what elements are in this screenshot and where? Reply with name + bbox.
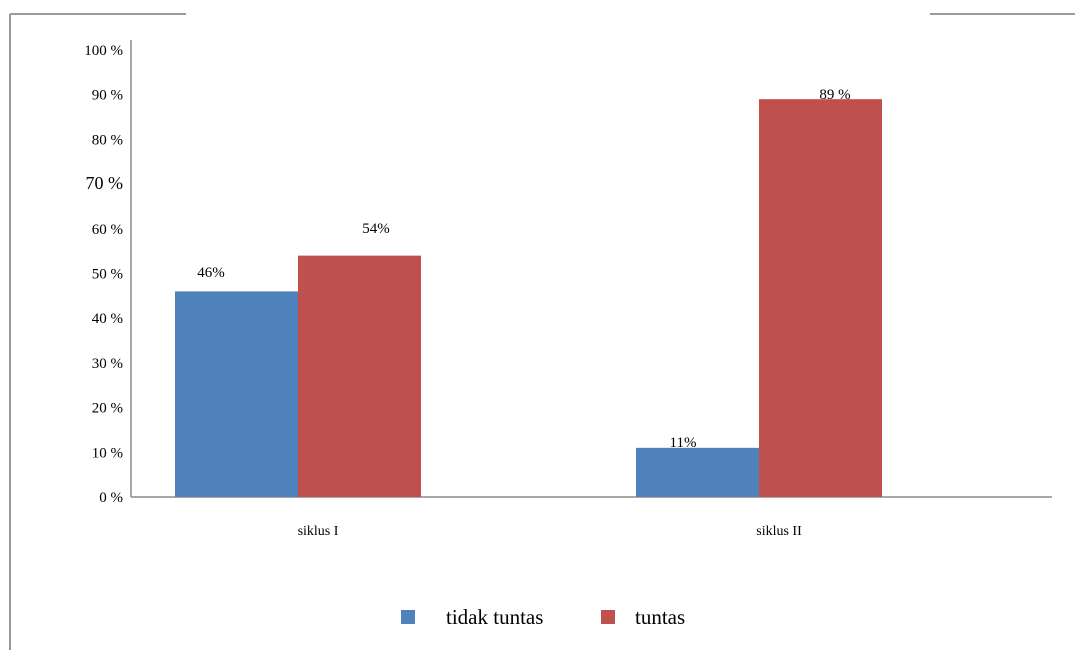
- y-tick-label: 80 %: [92, 132, 123, 148]
- y-tick-label: 20 %: [92, 401, 123, 417]
- bar-tuntas-2: [759, 99, 882, 498]
- y-tick-label: 30 %: [92, 356, 123, 372]
- plot-area: 0 % 10 % 20 % 30 % 40 % 50 % 60 % 70 % 80 % 90 % 1…: [84, 40, 1052, 539]
- legend-swatch-tidak-tuntas: [401, 610, 415, 624]
- x-category-label: siklus II: [756, 524, 802, 539]
- data-label: 11%: [670, 435, 697, 451]
- bar-tidak-tuntas-2: [636, 447, 759, 497]
- y-tick-label: 70 %: [86, 173, 124, 193]
- data-label: 46%: [197, 265, 225, 281]
- legend: tidak tuntas tuntas: [401, 605, 685, 629]
- x-category-label: siklus I: [298, 524, 339, 539]
- y-tick-label: 50 %: [92, 267, 123, 283]
- y-tick-label: 40 %: [92, 311, 123, 327]
- bar-tuntas-1: [298, 255, 421, 497]
- legend-label: tuntas: [635, 605, 685, 629]
- bar-tidak-tuntas-1: [175, 291, 298, 497]
- y-tick-label: 60 %: [92, 222, 123, 238]
- y-tick-label: 0 %: [99, 490, 123, 506]
- legend-swatch-tuntas: [601, 610, 615, 624]
- legend-label: tidak tuntas: [446, 605, 543, 629]
- data-label: 89 %: [819, 87, 850, 103]
- data-label: 54%: [362, 221, 390, 237]
- y-tick-label: 10 %: [92, 445, 123, 461]
- y-tick-label: 90 %: [92, 88, 123, 104]
- y-tick-label: 100 %: [84, 43, 123, 59]
